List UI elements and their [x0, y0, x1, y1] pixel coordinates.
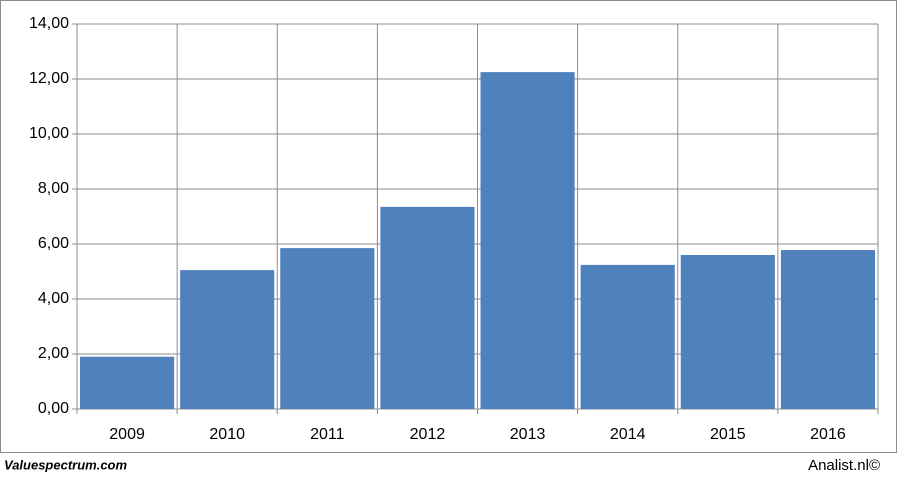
bar: [680, 255, 775, 409]
x-tick-label: 2016: [810, 426, 846, 443]
bar: [580, 264, 675, 409]
x-tick-label: 2010: [209, 426, 245, 443]
y-tick-label: 2,00: [38, 345, 69, 362]
bar: [780, 250, 875, 409]
bar: [180, 270, 275, 409]
x-tick-label: 2013: [510, 426, 546, 443]
y-tick-label: 12,00: [29, 70, 69, 87]
bar: [480, 72, 575, 409]
bar: [280, 248, 375, 409]
y-tick-label: 8,00: [38, 180, 69, 197]
x-tick-label: 2014: [610, 426, 646, 443]
bar: [80, 356, 175, 409]
x-tick-label: 2012: [410, 426, 446, 443]
x-tick-label: 2015: [710, 426, 746, 443]
source: Valuespectrum.com: [4, 457, 128, 472]
y-tick-label: 4,00: [38, 290, 69, 307]
bar: [380, 206, 475, 409]
y-tick-label: 0,00: [38, 400, 69, 417]
x-tick-label: 2011: [310, 426, 345, 443]
x-tick-label: 2009: [109, 426, 145, 443]
y-tick-label: 6,00: [38, 235, 69, 252]
y-tick-label: 14,00: [29, 15, 69, 32]
credit: Analist.nl©: [808, 457, 880, 474]
y-tick-label: 10,00: [29, 125, 69, 142]
